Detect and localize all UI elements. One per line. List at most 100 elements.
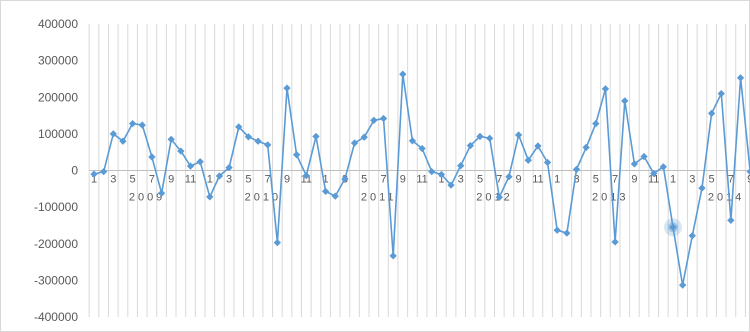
x-tick-label: 9 xyxy=(631,174,637,186)
x-tick-label: 9 xyxy=(284,174,290,186)
data-point xyxy=(456,161,465,170)
data-point xyxy=(582,143,590,152)
data-point xyxy=(292,150,301,159)
y-tick-label: 200000 xyxy=(38,90,78,104)
data-point xyxy=(254,137,262,145)
data-point xyxy=(649,169,658,178)
x-tick-label: 3 xyxy=(110,174,116,186)
data-point xyxy=(727,216,735,225)
year-label: 2014 xyxy=(708,192,744,204)
data-point xyxy=(669,223,677,232)
x-tick-label: 5 xyxy=(361,174,367,186)
x-tick-label: 1 xyxy=(207,174,213,186)
x-tick-label: 1 xyxy=(323,174,329,186)
data-point xyxy=(321,187,330,196)
year-label: 2010 xyxy=(245,192,281,204)
data-point xyxy=(196,157,204,166)
data-point xyxy=(678,281,687,289)
data-point xyxy=(360,133,368,141)
x-tick-label: 7 xyxy=(496,174,502,186)
data-point xyxy=(707,109,716,118)
data-point xyxy=(157,189,166,197)
data-point xyxy=(341,175,349,183)
x-tick-label: 1 xyxy=(438,174,444,186)
data-point xyxy=(698,184,706,192)
x-tick-label: 5 xyxy=(477,174,483,186)
x-tick-label: 11 xyxy=(416,174,427,186)
x-tick-label: 11 xyxy=(532,174,543,186)
data-point xyxy=(601,85,610,93)
data-point xyxy=(167,135,175,144)
data-point xyxy=(630,160,639,168)
data-point xyxy=(563,229,571,237)
x-tick-label: 11 xyxy=(185,174,196,186)
data-point xyxy=(572,165,581,174)
y-tick-label: 0 xyxy=(71,164,78,178)
data-point xyxy=(659,163,668,171)
year-label: 2012 xyxy=(476,192,512,204)
x-tick-label: 5 xyxy=(709,174,715,186)
data-point xyxy=(379,114,388,123)
y-tick-label: 100000 xyxy=(38,127,78,141)
data-point xyxy=(119,137,127,145)
x-tick-label: 5 xyxy=(130,174,136,186)
data-point xyxy=(717,89,726,98)
x-tick-label: 5 xyxy=(593,174,599,186)
data-point xyxy=(437,170,446,179)
data-point xyxy=(186,162,195,170)
y-tick-label: -100000 xyxy=(34,200,78,214)
year-label: 2009 xyxy=(129,192,165,204)
data-point xyxy=(495,193,504,201)
x-tick-label: 9 xyxy=(747,174,750,186)
x-tick-label: 11 xyxy=(301,174,312,186)
data-point xyxy=(312,132,320,141)
x-tick-label: 11 xyxy=(648,174,659,186)
data-point xyxy=(592,119,600,128)
data-point xyxy=(688,231,697,240)
data-point xyxy=(534,142,542,150)
data-point xyxy=(263,141,272,149)
data-point xyxy=(514,131,523,139)
data-point xyxy=(505,172,513,181)
data-point xyxy=(408,137,417,145)
data-point xyxy=(215,172,224,180)
data-point xyxy=(447,181,455,189)
data-point xyxy=(399,70,407,78)
data-point xyxy=(138,121,147,129)
x-tick-label: 9 xyxy=(516,174,522,186)
data-point xyxy=(524,156,533,164)
data-point xyxy=(177,147,185,155)
data-point xyxy=(225,163,233,172)
data-point xyxy=(611,238,619,246)
year-label: 2011 xyxy=(361,192,397,204)
y-tick-label: 300000 xyxy=(38,54,78,68)
x-tick-label: 1 xyxy=(554,174,560,186)
data-point xyxy=(283,84,291,92)
x-tick-label: 3 xyxy=(458,174,464,186)
x-tick-label: 9 xyxy=(400,174,406,186)
data-point xyxy=(234,123,243,131)
data-point xyxy=(331,192,340,200)
x-tick-label: 3 xyxy=(573,174,579,186)
x-tick-label: 3 xyxy=(226,174,232,186)
y-tick-label: -200000 xyxy=(34,237,78,251)
x-tick-label: 7 xyxy=(149,174,155,186)
y-tick-label: -300000 xyxy=(34,273,78,287)
data-point xyxy=(418,144,426,153)
data-point xyxy=(736,74,745,82)
y-tick-label: 400000 xyxy=(38,17,78,31)
x-tick-label: 1 xyxy=(670,174,676,186)
x-tick-label: 1 xyxy=(91,174,97,186)
x-tick-label: 9 xyxy=(168,174,174,186)
y-tick-label: -400000 xyxy=(34,310,78,324)
data-point xyxy=(485,134,494,143)
data-point xyxy=(302,171,311,180)
data-point xyxy=(476,132,484,141)
data-point xyxy=(206,193,214,201)
data-point xyxy=(620,97,629,105)
data-point xyxy=(350,139,359,147)
data-point xyxy=(543,158,552,167)
data-point xyxy=(553,226,561,234)
data-point xyxy=(389,252,397,260)
x-tick-label: 7 xyxy=(265,174,271,186)
